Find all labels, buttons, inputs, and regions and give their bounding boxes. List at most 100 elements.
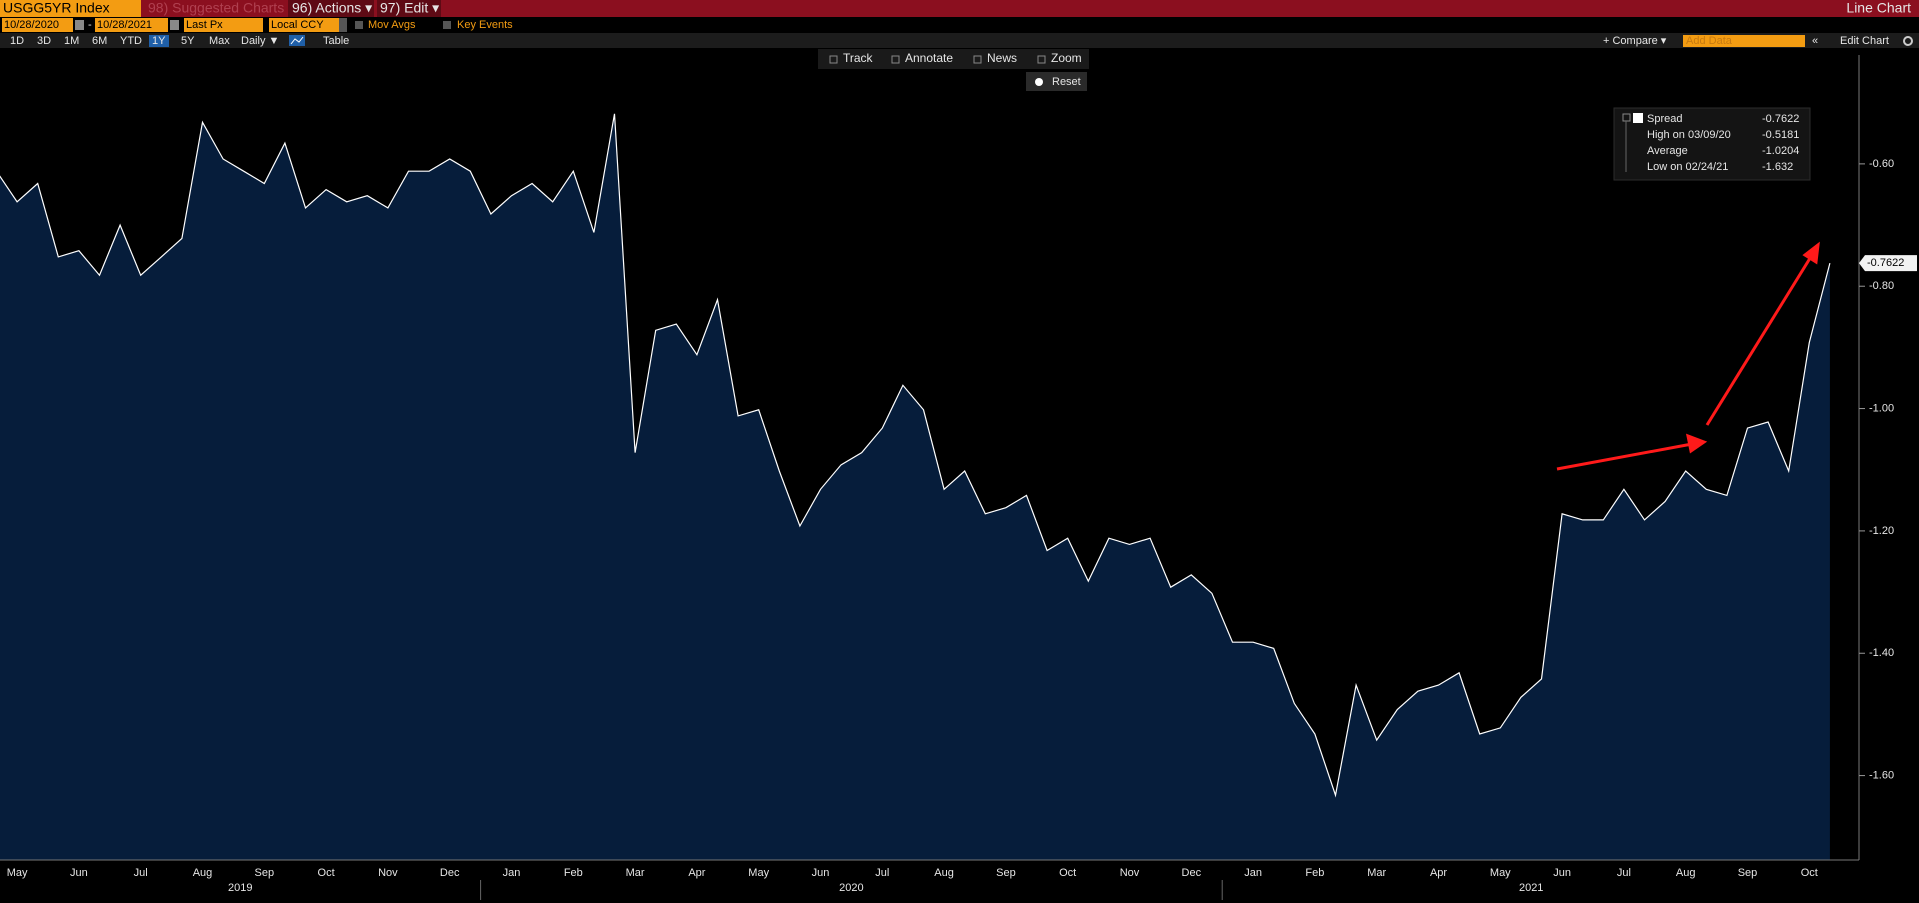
legend-stat-label: Average <box>1647 145 1688 157</box>
checkbox[interactable] <box>355 21 363 29</box>
x-tick-label: Feb <box>564 867 583 879</box>
chart: -0.60 -0.80 -1.00 -1.20 -1.40 -1.60 -0.7622 May… <box>0 55 1917 900</box>
x-tick-label: Aug <box>1676 867 1696 879</box>
x-tick-label: Jul <box>875 867 889 879</box>
x-tick-label: Nov <box>378 867 398 879</box>
add-data[interactable]: Add Data <box>1686 35 1733 47</box>
x-tick-label: Dec <box>440 867 460 879</box>
reset-button[interactable]: Reset <box>1052 76 1081 88</box>
legend-stat-value: -0.5181 <box>1762 129 1799 141</box>
title-bar <box>0 0 1919 17</box>
range-button[interactable]: 5Y <box>181 35 195 47</box>
x-tick-label: Oct <box>1059 867 1076 879</box>
view-name: Line Chart <box>1846 0 1911 16</box>
tool-button[interactable]: News <box>987 51 1017 65</box>
tool-icon <box>1037 55 1046 64</box>
calendar-icon[interactable] <box>170 20 179 30</box>
arrow-line <box>1705 254 1814 426</box>
x-tick-label: Apr <box>688 867 705 879</box>
settings-bar <box>0 17 1919 33</box>
last-value-tag <box>1859 255 1917 272</box>
end-date-field[interactable] <box>95 18 168 32</box>
chart-icon-glyph <box>290 36 304 45</box>
year-label: 2019 <box>228 882 252 894</box>
edit-chart[interactable]: Edit Chart <box>1840 35 1889 47</box>
price[interactable]: Last Px <box>186 19 223 31</box>
x-tick-label: Jan <box>1244 867 1262 879</box>
legend-series-last: -0.7622 <box>1762 113 1799 125</box>
y-tick-label: -0.80 <box>1869 280 1894 292</box>
actions-button[interactable]: 96) Actions ▾ <box>292 0 372 16</box>
legend-series-name: Spread <box>1647 113 1682 125</box>
y-tick-label: -1.40 <box>1869 647 1894 659</box>
x-tick-label: Mar <box>1367 867 1386 879</box>
edit-button-bg <box>377 0 441 17</box>
range-button[interactable]: 6M <box>92 35 107 47</box>
series-line <box>0 113 1831 798</box>
x-tick-label: Jun <box>1553 867 1571 879</box>
x-tick-label: Oct <box>318 867 335 879</box>
y-tick-label: -0.60 <box>1869 158 1894 170</box>
checkbox[interactable] <box>443 21 451 29</box>
x-tick-label: Mar <box>626 867 645 879</box>
range-buttons: 1D 3D 1M 6M YTD 1Y 5Y Max <box>10 35 230 47</box>
tool-button[interactable]: Annotate <box>905 51 953 65</box>
frequency[interactable]: Daily ▼ <box>241 35 279 47</box>
x-tick-label: May <box>748 867 769 879</box>
x-tick-label: Oct <box>1801 867 1818 879</box>
x-tick-label: Sep <box>1738 867 1758 879</box>
price-field[interactable] <box>184 18 263 32</box>
y-tick-label: -1.20 <box>1869 525 1894 537</box>
series-area <box>0 113 1830 860</box>
y-tick-label: -1.60 <box>1869 769 1894 781</box>
year-label: 2020 <box>839 882 863 894</box>
actions-button-bg <box>288 0 374 17</box>
settings-icon[interactable] <box>1903 36 1913 46</box>
tool-button[interactable]: Zoom <box>1051 51 1082 65</box>
tool-button[interactable]: Track <box>843 51 874 65</box>
legend-stat-label: Low on 02/24/21 <box>1647 161 1728 173</box>
currency-field[interactable] <box>269 18 339 32</box>
table-button[interactable]: Table <box>323 35 349 47</box>
compare-button[interactable]: + Compare ▾ <box>1603 35 1667 47</box>
start-date-field[interactable] <box>2 18 73 32</box>
tool-icon <box>973 55 982 64</box>
chart-toolbar <box>818 49 1089 69</box>
range-button[interactable]: 1D <box>10 35 24 47</box>
range-button[interactable]: Max <box>209 35 230 47</box>
arrow-head <box>1685 433 1708 454</box>
x-tick-label: Apr <box>1430 867 1447 879</box>
x-tick-label: Aug <box>193 867 213 879</box>
reset-icon <box>1035 78 1043 86</box>
mov-avgs[interactable]: Mov Avgs <box>368 19 416 31</box>
ticker[interactable]: USGG5YR Index <box>3 0 110 16</box>
reset-button-bg[interactable] <box>1026 72 1087 91</box>
add-data-field[interactable] <box>1683 35 1805 47</box>
collapse-icon[interactable]: « <box>1812 35 1818 47</box>
x-tick-label: Sep <box>996 867 1016 879</box>
start-date[interactable]: 10/28/2020 <box>4 19 59 31</box>
ticker-field[interactable] <box>0 0 141 17</box>
range-button[interactable]: 1Y <box>152 35 166 47</box>
year-label: 2021 <box>1519 882 1543 894</box>
range-selected-bg <box>149 35 169 47</box>
x-tick-label: Sep <box>255 867 275 879</box>
calendar-icon[interactable] <box>75 20 84 30</box>
suggested-charts[interactable]: 98) Suggested Charts <box>148 0 284 16</box>
range-button[interactable]: 3D <box>37 35 51 47</box>
key-events[interactable]: Key Events <box>457 19 513 31</box>
x-tick-label: Jul <box>134 867 148 879</box>
x-tick-label: Dec <box>1182 867 1202 879</box>
tool-icon <box>891 55 900 64</box>
tool-icon <box>829 55 838 64</box>
arrow-head <box>1802 241 1820 265</box>
x-tick-label: Aug <box>934 867 954 879</box>
edit-button[interactable]: 97) Edit ▾ <box>380 0 439 16</box>
range-button[interactable]: YTD <box>120 35 142 47</box>
currency[interactable]: Local CCY <box>271 19 324 31</box>
range-button[interactable]: 1M <box>64 35 79 47</box>
dropdown-arrow[interactable] <box>339 18 347 32</box>
trend-arrows <box>1556 241 1820 471</box>
end-date[interactable]: 10/28/2021 <box>97 19 152 31</box>
